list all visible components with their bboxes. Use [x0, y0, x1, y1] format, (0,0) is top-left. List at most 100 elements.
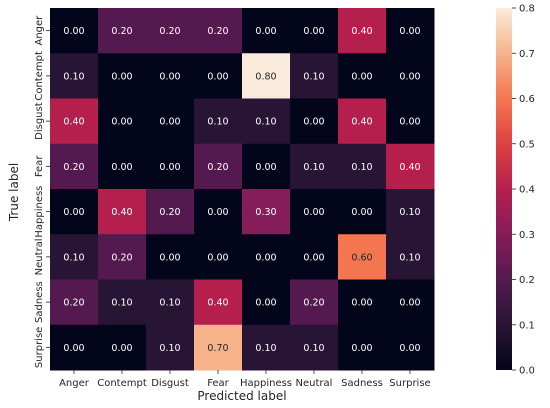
x-tick-label: Contempt: [97, 378, 147, 389]
heatmap-cell: [50, 234, 99, 280]
heatmap-cell: [194, 234, 243, 280]
heatmap-cell: [290, 234, 339, 280]
colorbar-tick-label: 0.7: [519, 49, 535, 60]
heatmap-cell: [386, 8, 435, 54]
cell-value-label: 0.10: [255, 343, 276, 354]
heatmap-cell: [194, 8, 243, 54]
heatmap-cell: [242, 189, 291, 235]
cell-value-label: 0.00: [111, 343, 132, 354]
cell-value-label: 0.00: [399, 298, 420, 309]
heatmap-cell: [98, 98, 147, 145]
heatmap-cell: [98, 234, 147, 280]
heatmap-cell: [386, 279, 435, 326]
cell-value-label: 0.40: [63, 117, 84, 128]
colorbar-tick-label: 0.4: [519, 185, 535, 196]
x-tick-label: Surprise: [389, 378, 430, 389]
cell-value-label: 0.00: [303, 207, 324, 218]
x-tick-label: Anger: [59, 378, 90, 389]
cell-value-label: 0.00: [351, 71, 372, 82]
x-tick-label: Fear: [207, 378, 229, 389]
colorbar-tick-label: 0.3: [519, 230, 535, 241]
heatmap-cell: [242, 143, 291, 190]
heatmap-cell: [338, 189, 387, 235]
cell-value-label: 0.10: [399, 207, 420, 218]
x-axis-title: Predicted label: [197, 389, 286, 403]
heatmap-cell: [290, 98, 339, 145]
heatmap-cell: [338, 53, 387, 99]
heatmap-cell: [290, 279, 339, 326]
heatmap-cell: [242, 8, 291, 54]
heatmap-cell: [194, 189, 243, 235]
cell-value-label: 0.10: [303, 162, 324, 173]
heatmap-cell: [146, 98, 195, 145]
heatmap-cell: [386, 143, 435, 190]
cell-value-label: 0.20: [207, 162, 228, 173]
heatmap-cell: [50, 53, 99, 99]
heatmap-cell: [50, 8, 99, 54]
colorbar: [496, 8, 512, 370]
heatmap-cell: [50, 279, 99, 326]
heatmap-cell: [386, 98, 435, 145]
heatmap-cell: [194, 98, 243, 145]
heatmap-cells: [50, 8, 435, 371]
cell-value-label: 0.10: [303, 343, 324, 354]
heatmap-cell: [290, 8, 339, 54]
colorbar-tick-label: 0.5: [519, 139, 535, 150]
heatmap-cell: [386, 324, 435, 371]
cell-value-label: 0.20: [159, 26, 180, 37]
heatmap-cell: [290, 189, 339, 235]
cell-value-label: 0.40: [111, 207, 132, 218]
cell-value-label: 0.00: [255, 252, 276, 263]
heatmap-cell: [386, 189, 435, 235]
heatmap-cell: [242, 234, 291, 280]
x-tick-label: Sadness: [341, 378, 383, 389]
cell-value-label: 0.00: [159, 252, 180, 263]
heatmap-cell: [338, 234, 387, 280]
heatmap-cell: [146, 189, 195, 235]
heatmap-cell: [290, 143, 339, 190]
heatmap-cell: [242, 279, 291, 326]
cell-value-label: 0.60: [351, 252, 372, 263]
y-tick-label: Anger: [34, 15, 45, 46]
cell-value-label: 0.20: [207, 26, 228, 37]
heatmap-cell: [50, 189, 99, 235]
y-tick-label: Disgust: [34, 102, 45, 140]
heatmap-cell: [338, 143, 387, 190]
heatmap-cell: [386, 53, 435, 99]
colorbar-tick-label: 0.0: [519, 366, 535, 377]
heatmap-cell: [194, 279, 243, 326]
heatmap-cell: [338, 324, 387, 371]
cell-value-label: 0.00: [399, 26, 420, 37]
heatmap-cell: [98, 8, 147, 54]
heatmap-cell: [146, 143, 195, 190]
cell-value-label: 0.10: [63, 71, 84, 82]
y-tick-label: Neutral: [34, 238, 45, 275]
heatmap-cell: [50, 98, 99, 145]
y-tick-label: Surprise: [34, 327, 45, 368]
cell-value-label: 0.80: [255, 71, 276, 82]
heatmap-cell: [146, 234, 195, 280]
cell-value-label: 0.00: [111, 162, 132, 173]
heatmap-cell: [146, 324, 195, 371]
cell-value-label: 0.00: [207, 207, 228, 218]
cell-value-label: 0.00: [351, 207, 372, 218]
heatmap-cell: [338, 279, 387, 326]
cell-value-label: 0.10: [207, 117, 228, 128]
cell-value-label: 0.00: [63, 207, 84, 218]
cell-value-label: 0.00: [399, 343, 420, 354]
cell-value-label: 0.00: [207, 252, 228, 263]
cell-value-label: 0.00: [159, 162, 180, 173]
cell-value-label: 0.00: [255, 26, 276, 37]
cell-value-label: 0.00: [351, 298, 372, 309]
cell-value-label: 0.10: [399, 252, 420, 263]
cell-value-label: 0.00: [63, 26, 84, 37]
heatmap-cell-labels: 0.00 0.20 0.20 0.20 0.00 0.00 0.40 0.00 0.10 0.00…: [63, 26, 420, 354]
colorbar-tick-label: 0.6: [519, 94, 535, 105]
heatmap-cell: [242, 53, 291, 99]
y-axis-title: True label: [7, 163, 21, 222]
heatmap-cell: [290, 324, 339, 371]
cell-value-label: 0.30: [255, 207, 276, 218]
colorbar-tick-label: 0.1: [519, 320, 535, 331]
